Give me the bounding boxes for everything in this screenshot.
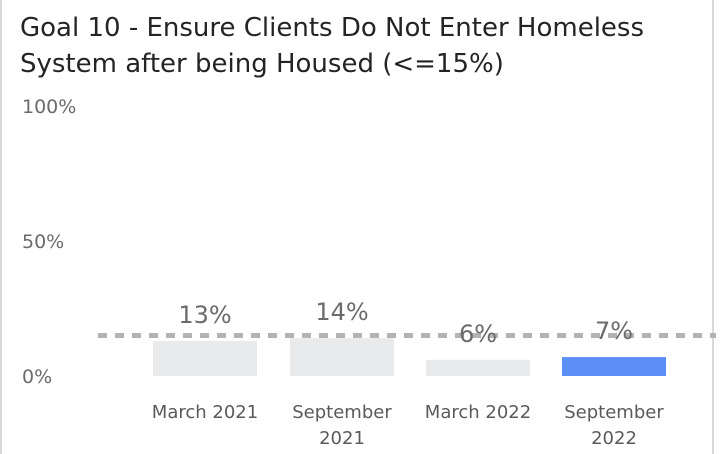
y-tick-label: 100% [22,96,76,118]
data-label: 6% [459,320,497,348]
y-tick-label: 50% [22,231,64,253]
x-tick-label: 2022 [591,428,637,449]
y-tick-label: 0% [22,366,52,388]
x-tick-label: September [292,402,392,423]
x-tick-label: 2021 [319,428,365,449]
x-tick-label: March 2021 [152,402,258,423]
bar [562,357,666,376]
data-label: 13% [178,301,231,329]
bar [153,340,257,376]
bar [426,359,530,376]
chart-title: Goal 10 - Ensure Clients Do Not Enter Ho… [20,13,645,79]
data-label: 14% [315,298,368,326]
data-label: 7% [595,317,633,345]
x-tick-label: March 2022 [425,402,531,423]
x-tick-label: September [564,402,664,423]
bar [290,338,394,376]
